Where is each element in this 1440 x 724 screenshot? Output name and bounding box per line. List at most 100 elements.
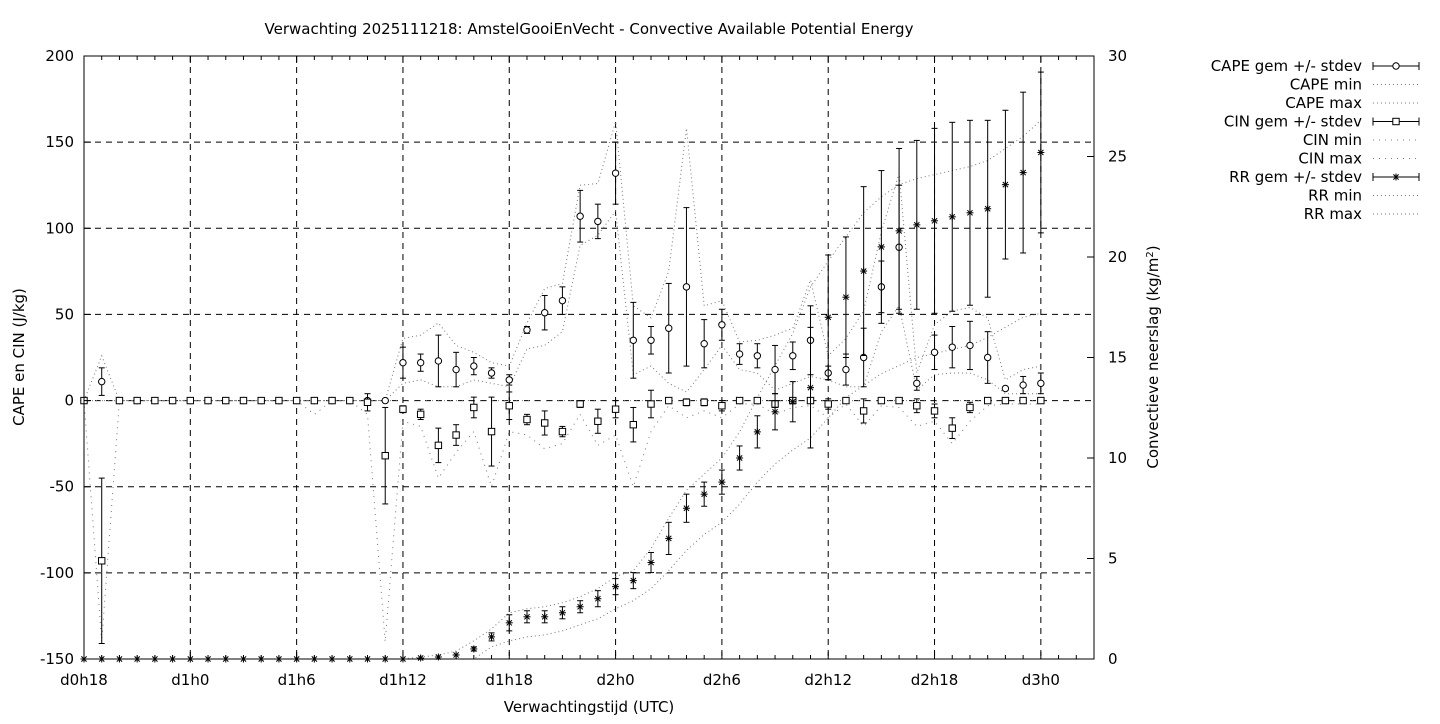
legend-label: RR gem +/- stdev — [1229, 168, 1362, 186]
cape-mean-point — [416, 358, 425, 367]
cape-mean-point — [452, 365, 460, 374]
plot-frame — [83, 55, 1095, 660]
cape-mean-point — [700, 340, 708, 348]
cin-mean-point — [1001, 396, 1010, 405]
y2-axis-label-sup: 2 — [1145, 251, 1156, 257]
rr-mean-point — [612, 583, 620, 591]
cin-mean-point — [346, 396, 354, 405]
cape-max-line — [83, 121, 1041, 402]
cin-mean-point — [310, 396, 319, 405]
cin-mean-point — [257, 396, 265, 405]
cape-mean-point — [647, 336, 655, 344]
y-tick-label: 0 — [64, 392, 74, 410]
rr-mean-point — [789, 398, 797, 406]
y-tick-label: -100 — [40, 564, 74, 582]
cin-mean-point — [541, 419, 549, 427]
y2-tick-label: 5 — [1108, 550, 1118, 568]
cape-mean-point — [789, 352, 797, 360]
cin-mean-point — [576, 400, 584, 408]
legend-label: CAPE max — [1285, 94, 1362, 112]
cin-mean-point — [966, 403, 974, 412]
y-tick-label: 50 — [55, 305, 74, 323]
y2-axis-label: Convectieve neerslag (kg/m2) — [1144, 245, 1162, 468]
cin-mean-point — [629, 420, 637, 429]
cape-mean-point — [594, 217, 602, 226]
cin-mean-point — [718, 402, 726, 410]
rr-mean-point-d2 — [807, 384, 814, 391]
chart-title: Verwachting 2025111218: AmstelGooiEnVech… — [265, 20, 914, 38]
rr-mean-point — [576, 603, 584, 611]
x-tick-label: d3h0 — [1022, 671, 1060, 689]
y2-axis-label-end: ) — [1144, 245, 1162, 251]
rr-mean-point — [488, 633, 496, 641]
rr-mean-point — [753, 428, 761, 436]
cin-mean-point — [523, 415, 531, 424]
y-axis-label: CAPE en CIN (J/kg) — [10, 288, 28, 426]
rr-mean-point-d2 — [559, 609, 566, 616]
grid-lines — [84, 56, 1094, 659]
rr-mean-point-d2 — [825, 314, 832, 321]
legend-star-marker-d2 — [1393, 174, 1399, 180]
cin-mean-point — [133, 396, 141, 405]
rr-mean-point-d2 — [524, 613, 530, 620]
legend-circle-marker — [1392, 62, 1400, 70]
rr-mean-point — [523, 613, 531, 621]
cin-mean-point — [1019, 396, 1027, 405]
cin-mean-point — [913, 402, 921, 410]
x-tick-label: d1h6 — [278, 671, 316, 689]
rr-max-line — [84, 119, 1042, 660]
cin-mean-point — [930, 407, 939, 415]
plot-series — [80, 71, 1045, 663]
rr-mean-point — [966, 209, 974, 217]
rr-mean-point — [771, 408, 779, 416]
y2-tick-label: 0 — [1108, 650, 1118, 668]
y2-tick-label: 25 — [1108, 148, 1127, 166]
rr-mean-point — [1001, 181, 1009, 189]
x-axis-label: Verwachtingstijd (UTC) — [504, 698, 675, 716]
rr-mean-point-d2 — [1002, 181, 1009, 188]
rr-mean-point — [860, 267, 868, 275]
rr-mean-point-d2 — [1037, 149, 1044, 156]
rr-mean-point-d2 — [878, 243, 885, 250]
cin-mean-point — [115, 396, 124, 405]
rr-mean-point-d2 — [488, 633, 495, 640]
rr-mean-point — [842, 293, 850, 301]
cin-mean-point — [416, 410, 425, 419]
cin-mean-point — [487, 427, 496, 436]
cape-mean-point — [913, 379, 921, 388]
cape-mean-point — [381, 396, 389, 405]
cape-mean-point — [505, 376, 513, 384]
cin-mean-point — [204, 396, 212, 405]
cin-mean-point — [558, 427, 567, 436]
rr-mean-point — [877, 243, 885, 251]
cape-mean-point — [1001, 384, 1010, 393]
legend-square-marker — [1392, 117, 1400, 126]
cin-mean-point — [700, 398, 708, 406]
rr-mean-point — [470, 645, 478, 653]
y-tick-label: -150 — [40, 650, 74, 668]
rr-mean-point-d2 — [789, 398, 796, 405]
cape-mean-point — [541, 309, 549, 317]
cape-mean-point — [558, 296, 567, 305]
rr-mean-point — [665, 534, 673, 542]
rr-min-line — [84, 312, 1041, 660]
cape-mean-point — [735, 350, 744, 358]
rr-mean-point — [931, 217, 939, 225]
x-tick-label: d0h18 — [60, 671, 108, 689]
rr-mean-point-d2 — [506, 619, 513, 626]
cape-mean-point — [487, 369, 496, 377]
cin-mean-point — [859, 407, 868, 415]
cin-mean-point — [505, 402, 513, 410]
rr-mean-point — [984, 205, 992, 213]
rr-mean-point-d2 — [754, 428, 761, 435]
cin-mean-point — [328, 396, 336, 405]
rr-mean-point-d2 — [453, 652, 460, 658]
cin-mean-point — [824, 400, 832, 408]
cape-mean-point — [523, 326, 531, 334]
rr-mean-point-d2 — [577, 603, 584, 610]
rr-mean-point — [913, 221, 921, 229]
cin-mean-point — [434, 441, 443, 450]
cin-mean-point — [222, 396, 230, 405]
rr-mean-point — [505, 619, 513, 627]
